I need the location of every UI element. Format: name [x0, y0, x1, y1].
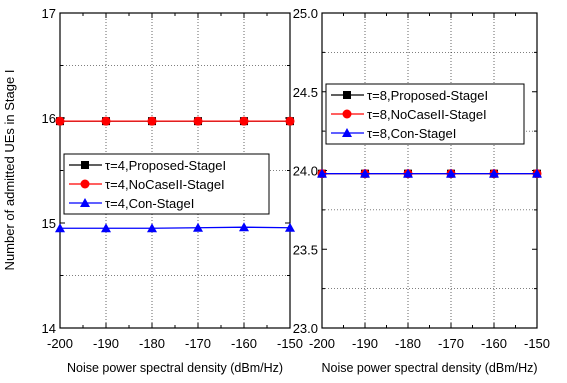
legend-marker	[343, 91, 351, 99]
data-point	[101, 116, 111, 126]
data-point	[147, 116, 157, 126]
y-tick-label: 17	[42, 6, 56, 21]
series-3	[55, 222, 295, 233]
data-point	[55, 116, 65, 126]
x-tick-label: -180	[395, 336, 421, 351]
data-point	[285, 222, 295, 232]
legend-entry: τ=8,NoCaseII-StageI	[331, 107, 487, 122]
data-point	[147, 223, 157, 233]
y-tick-label: 24.5	[293, 85, 318, 100]
series-2	[55, 116, 295, 126]
legend-marker	[81, 161, 89, 169]
y-tick-label: 15	[42, 216, 56, 231]
x-tick-label: -190	[93, 336, 119, 351]
y-axis: 23.0 23.5 24.0 24.5 25.0	[293, 6, 537, 336]
x-tick-label: -150	[277, 336, 303, 351]
data-point	[317, 168, 327, 178]
series-line	[60, 226, 291, 229]
data-point	[101, 223, 111, 233]
data-point	[285, 116, 295, 126]
x-axis-label: Noise power spectral density (dBm/Hz)	[321, 361, 537, 375]
x-tick-label: -170	[185, 336, 211, 351]
legend: τ=4,Proposed-StageI τ=4,NoCaseII-StageI τ=…	[63, 153, 270, 215]
series-3	[317, 168, 542, 178]
grid	[322, 13, 537, 328]
y-tick-label: 23.0	[293, 321, 318, 336]
legend-marker	[80, 198, 90, 207]
legend-label: τ=8,NoCaseII-StageI	[367, 107, 487, 122]
data-point	[239, 222, 249, 232]
x-axis: -200 -190 -180 -170 -160 -150	[47, 13, 303, 351]
y-tick-label: 14	[42, 321, 56, 336]
legend-entry: τ=4,NoCaseII-StageI	[69, 177, 225, 192]
x-tick-label: -180	[139, 336, 165, 351]
data-point	[193, 222, 203, 232]
data-point	[55, 223, 65, 233]
y-tick-label: 23.5	[293, 242, 318, 257]
y-axis-label: Number of admitted UEs in Stage I	[2, 70, 17, 271]
data-point	[360, 168, 370, 178]
data-point	[532, 168, 542, 178]
data-point	[489, 168, 499, 178]
legend-label: τ=4,Con-StageI	[105, 196, 194, 211]
data-point	[446, 168, 456, 178]
legend-entry: τ=4,Con-StageI	[69, 196, 194, 211]
x-tick-label: -190	[352, 336, 378, 351]
x-tick-label: -160	[231, 336, 257, 351]
x-tick-label: -200	[47, 336, 73, 351]
legend-marker	[342, 109, 352, 119]
y-tick-label: 25.0	[293, 6, 318, 21]
legend-label: τ=4,Proposed-StageI	[105, 158, 226, 173]
legend: τ=8,Proposed-StageI τ=8,NoCaseII-StageI τ=…	[325, 83, 525, 145]
legend-marker	[80, 179, 90, 189]
legend-label: τ=4,NoCaseII-StageI	[105, 177, 225, 192]
x-tick-label: -160	[481, 336, 507, 351]
legend-marker	[342, 128, 352, 137]
legend-entry: τ=8,Proposed-StageI	[331, 88, 488, 103]
legend-entry: τ=8,Con-StageI	[331, 126, 456, 141]
chart-panel-1: -200 -190 -180 -170 -160 -150 14 15 16 17 Noise po…	[2, 6, 303, 375]
x-tick-label: -150	[524, 336, 550, 351]
x-axis: -200 -190 -180 -170 -160 -150	[309, 13, 550, 351]
x-axis-label: Noise power spectral density (dBm/Hz)	[67, 361, 283, 375]
plot-frame	[321, 12, 538, 329]
x-tick-label: -200	[309, 336, 335, 351]
legend-entry: τ=4,Proposed-StageI	[69, 158, 226, 173]
y-tick-label: 24.0	[293, 164, 318, 179]
data-point	[239, 116, 249, 126]
data-point	[403, 168, 413, 178]
y-axis: 14 15 16 17	[42, 6, 290, 336]
data-point	[193, 116, 203, 126]
legend-label: τ=8,Proposed-StageI	[367, 88, 488, 103]
legend-label: τ=8,Con-StageI	[367, 126, 456, 141]
y-tick-label: 16	[42, 111, 56, 126]
x-tick-label: -170	[438, 336, 464, 351]
chart-panel-2: -200 -190 -180 -170 -160 -150 23.0 23.5 24.0 24.5…	[293, 6, 550, 375]
